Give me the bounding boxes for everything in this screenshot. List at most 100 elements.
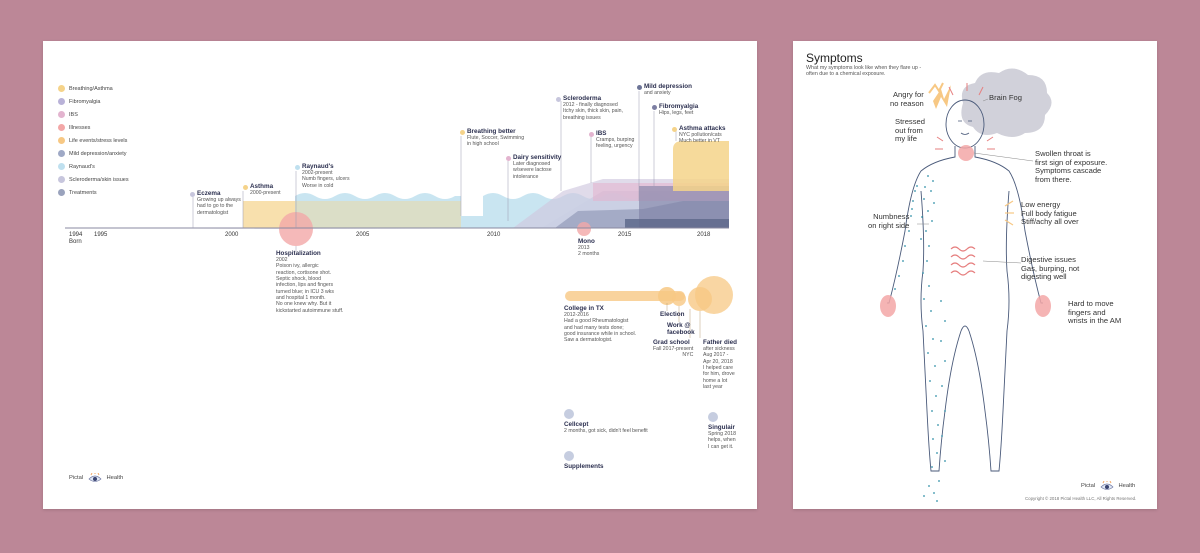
- event-body: 2002 Poison ivy, allergic reaction, cort…: [276, 257, 344, 314]
- event-gradschool: Grad school Fall 2017-present NYC: [653, 339, 693, 359]
- legend-swatch: [58, 176, 65, 183]
- event-marker: [506, 156, 511, 161]
- event-title: Cellcept: [564, 421, 589, 428]
- event-title: Breathing better: [467, 128, 516, 135]
- brand-logo-right: Pictal Health: [1081, 481, 1135, 490]
- event-title: Eczema: [197, 190, 221, 197]
- event-title: Hospitalization: [276, 250, 321, 257]
- event-body: NYC pollution/cats Much better in VT: [679, 132, 722, 145]
- body-figure: [880, 68, 1052, 502]
- numbness-dots: [894, 175, 946, 502]
- legend-label: Mild depression/anxiety: [69, 151, 127, 157]
- life-leaders: [666, 303, 701, 338]
- event-body: and anxiety: [644, 90, 671, 96]
- face-features: [958, 120, 972, 135]
- event-hospitalization: Hospitalization 2002 Poison ivy, allergi…: [276, 250, 343, 314]
- event-breathing: Breathing better Flute, Soccer, Swimming…: [460, 128, 524, 148]
- event-body: 2000-present: [250, 190, 281, 196]
- legend-swatch: [58, 163, 65, 170]
- event-title: College in TX: [564, 305, 604, 312]
- blob-mono: [577, 222, 591, 236]
- event-body: 2012-2016 Had a good Rheumatologist and …: [564, 312, 637, 344]
- event-marker: [637, 85, 642, 90]
- event-body: Growing up always had to go to the derma…: [197, 197, 241, 216]
- axis-tick: 2018: [697, 232, 711, 238]
- blob-election: [658, 287, 676, 305]
- event-body: after sickness Aug 2017 - Apr 20, 2018 I…: [703, 346, 735, 391]
- event-marker: [190, 192, 195, 197]
- symptoms-subtitle: What my symptoms look like when they fla…: [806, 65, 922, 78]
- legend-swatch: [58, 85, 65, 92]
- event-father: Father died after sickness Aug 2017 - Ap…: [703, 339, 737, 390]
- event-title: Singulair: [708, 424, 735, 431]
- axis-tick: 2000: [225, 232, 239, 238]
- event-eczema: Eczema Growing up always had to go to th…: [190, 190, 241, 216]
- event-raynauds: Raynaud's 2002-present Numb fingers, ulc…: [295, 163, 350, 189]
- legend-item: Illnesses: [58, 124, 91, 131]
- legend-swatch: [58, 137, 65, 144]
- event-dairy: Dairy sensitivity Later diagnosed w/seve…: [506, 154, 561, 180]
- symptoms-sheet: Symptoms What my symptoms look like when…: [793, 41, 1157, 509]
- legend-label: Illnesses: [69, 125, 91, 131]
- brand-logo: Pictal Health: [69, 473, 123, 482]
- legend-label: Raynaud's: [69, 164, 95, 170]
- event-title: Fibromyalgia: [659, 103, 699, 110]
- event-title: Father died: [703, 339, 737, 346]
- event-marker: [295, 165, 300, 170]
- event-title: Scleroderma: [563, 95, 602, 102]
- event-marker: [564, 451, 574, 461]
- digestive-waves: [950, 246, 976, 276]
- copyright: Copyright © 2018 Pictal Health LLC, All …: [1025, 496, 1137, 501]
- leader-lines: [192, 91, 677, 251]
- event-marker: [556, 97, 561, 102]
- axis-start-sub: Born: [69, 239, 82, 245]
- brand-name-left: Pictal: [1081, 483, 1096, 490]
- brand-name-right: Health: [106, 475, 124, 482]
- event-title: Election: [660, 311, 685, 318]
- event-body: Spring 2018 helps, when I can get it.: [708, 431, 736, 450]
- event-title: Asthma: [250, 183, 274, 190]
- label-stressed: Stressed out from my life: [895, 117, 925, 144]
- anger-bolts: [933, 85, 951, 109]
- blob-hospitalization: [279, 212, 313, 246]
- event-body: 2013 2 months: [578, 245, 600, 258]
- event-marker: [460, 130, 465, 135]
- event-marker: [564, 409, 574, 419]
- body-outline: [887, 99, 1043, 472]
- legend-swatch: [58, 150, 65, 157]
- event-title: IBS: [596, 130, 607, 137]
- axis-start-year: 1994: [69, 232, 83, 238]
- band-breathing-late: [295, 201, 461, 228]
- event-title: Mild depression: [644, 83, 692, 90]
- throat-highlight: [958, 145, 974, 161]
- legend-item: Mild depression/anxiety: [58, 150, 127, 157]
- event-supplements: Supplements: [564, 451, 604, 470]
- event-title: Dairy sensitivity: [513, 154, 562, 161]
- blob-father: [695, 276, 733, 314]
- legend-label: IBS: [69, 112, 78, 118]
- symptoms-title: Symptoms: [806, 51, 863, 65]
- label-digestive: Digestive issues Gas, burping, not diges…: [1021, 255, 1080, 282]
- event-ibs: IBS Cramps, burping feeling, urgency: [589, 130, 634, 150]
- event-body: 2002-present Numb fingers, ulcers Worse …: [302, 170, 350, 189]
- event-body: Later diagnosed w/severe lactose intoler…: [513, 161, 552, 180]
- legend-label: Treatments: [69, 190, 97, 196]
- label-angry: Angry for no reason: [890, 90, 924, 108]
- event-scleroderma: Scleroderma 2012 - finally diagnosed Itc…: [556, 95, 623, 121]
- band-treatments: [625, 219, 729, 228]
- event-marker: [708, 412, 718, 422]
- hand-highlights: [880, 295, 1051, 317]
- legend-label: Life events/stress levels: [69, 138, 128, 144]
- event-body: 2012 - finally diagnosed Itchy skin, thi…: [563, 102, 623, 121]
- legend-item: Life events/stress levels: [58, 137, 128, 144]
- label-brain-fog: Brain Fog: [989, 93, 1022, 102]
- blob-work: [672, 292, 686, 306]
- event-marker: [243, 185, 248, 190]
- band-college: [565, 291, 685, 301]
- event-title: Grad school: [653, 339, 690, 346]
- legend-item: Raynaud's: [58, 163, 95, 170]
- event-singulair: Singulair Spring 2018 helps, when I can …: [708, 412, 736, 450]
- legend-swatch: [58, 111, 65, 118]
- event-body: Fall 2017-present NYC: [653, 346, 694, 359]
- axis-tick: 2015: [618, 232, 632, 238]
